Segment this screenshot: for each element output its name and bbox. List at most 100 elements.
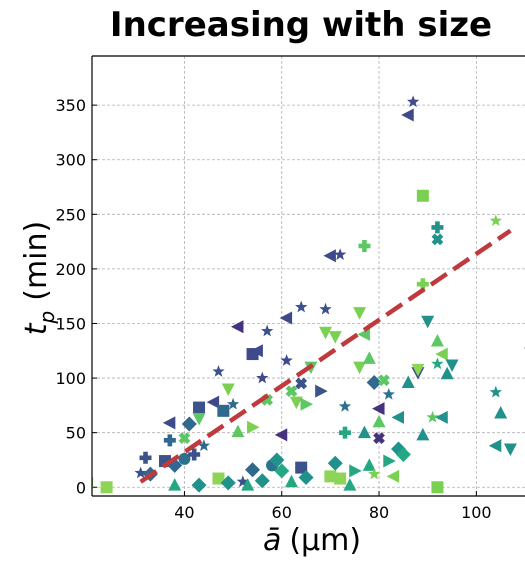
data-point-star — [236, 475, 249, 488]
data-point-tri-left — [401, 108, 414, 122]
data-point-tri-up — [401, 375, 415, 388]
y-tick-label: 250 — [55, 205, 86, 224]
data-point-tri-down — [353, 361, 367, 375]
x-axis-label-base: ā — [263, 523, 281, 558]
data-point-star — [134, 466, 147, 479]
data-point-cross-shape — [178, 432, 191, 445]
y-axis-label: tp (min) — [19, 221, 59, 335]
data-point-diamond — [181, 416, 197, 432]
data-point-cross — [285, 385, 298, 398]
data-point-tri-up — [357, 425, 371, 439]
data-points — [92, 95, 525, 494]
y-tick-label: 200 — [55, 260, 86, 279]
data-point-tri-left — [162, 416, 176, 430]
data-point-plus — [416, 278, 429, 291]
data-point-star — [212, 365, 225, 377]
data-point-cross-shape — [373, 432, 385, 445]
y-axis-ticks: 0 50 100 150 200 250 300 350 — [55, 96, 97, 497]
data-point-tri-down — [421, 315, 435, 329]
x-axis-label-unit: (μm) — [289, 523, 361, 558]
y-tick-label: 100 — [55, 369, 86, 388]
data-point-tri-up — [362, 351, 376, 364]
data-point-diamond — [298, 469, 314, 485]
data-point-star — [382, 387, 395, 400]
data-point-tri-left — [435, 347, 448, 361]
data-point-star — [280, 354, 293, 366]
data-point-cross-shape — [295, 377, 308, 390]
data-point-tri-up — [231, 424, 245, 438]
data-point-star — [406, 95, 420, 108]
data-point-cross — [178, 432, 191, 445]
data-point-square — [295, 461, 308, 474]
data-point-tri-right — [300, 397, 314, 411]
data-point-tri-down — [192, 412, 206, 426]
data-point-star — [333, 248, 347, 260]
y-tick-label: 50 — [66, 424, 86, 443]
data-point-plus — [163, 434, 176, 447]
data-point-tri-right — [315, 384, 328, 398]
data-point-cross — [295, 377, 308, 390]
data-point-tri-up — [494, 406, 508, 419]
data-point-star — [489, 214, 502, 227]
data-point-star — [489, 385, 502, 398]
data-point-diamond — [254, 473, 270, 489]
chart-title: Increasing with size — [110, 5, 492, 45]
trend-line-group — [139, 228, 512, 484]
data-point-tri-left — [274, 428, 288, 442]
data-point-circle — [178, 452, 191, 465]
data-point-tri-left — [279, 311, 293, 325]
data-point-square — [193, 401, 206, 414]
data-point-plus — [338, 426, 351, 439]
data-point-tri-down — [411, 363, 425, 377]
y-axis-label-unit: (min) — [19, 221, 54, 301]
data-point-square — [416, 189, 429, 202]
data-point-cross-shape — [431, 233, 444, 246]
data-point-square — [217, 404, 230, 417]
data-point-tri-down — [445, 359, 459, 372]
data-point-tri-down — [221, 383, 235, 397]
data-point-star — [256, 371, 269, 384]
data-point-tri-right — [349, 464, 362, 478]
data-point-plus — [431, 221, 444, 234]
grid-lines — [92, 56, 525, 496]
y-tick-label: 300 — [55, 151, 86, 170]
data-point-square — [100, 481, 113, 494]
data-point-tri-up — [284, 474, 298, 488]
data-point-tri-left — [323, 249, 336, 263]
y-tick-label: 150 — [55, 314, 86, 333]
data-point-plus — [139, 451, 152, 464]
data-point-tri-left — [230, 320, 244, 334]
data-point-star — [226, 397, 240, 410]
data-point-tri-left — [488, 439, 502, 453]
y-axis-label-base: t — [19, 322, 54, 335]
data-point-tri-left — [386, 469, 400, 483]
data-point-tri-up — [416, 427, 430, 441]
data-point-square — [212, 472, 225, 485]
trend-line — [139, 228, 512, 484]
data-point-star — [260, 324, 274, 337]
data-point-cross — [378, 374, 390, 387]
data-point-star — [319, 302, 332, 315]
data-point-cross — [373, 432, 385, 445]
data-point-tri-up — [362, 458, 376, 471]
x-tick-label: 100 — [461, 503, 492, 522]
data-point-diamond — [327, 455, 343, 471]
data-point-cross — [431, 233, 444, 246]
data-point-tri-down — [328, 331, 342, 344]
data-point-star — [197, 439, 211, 452]
data-point-tri-up — [241, 478, 255, 491]
data-point-diamond — [269, 452, 285, 468]
x-axis-label: ā (μm) — [263, 523, 361, 558]
data-point-square — [334, 472, 347, 485]
data-point-tri-down — [289, 396, 303, 410]
data-point-tri-down — [353, 307, 367, 320]
data-point-tri-up — [440, 366, 454, 380]
y-tick-label: 0 — [76, 478, 86, 497]
data-point-tri-left — [372, 402, 385, 416]
y-tick-label: 350 — [55, 96, 86, 115]
data-point-diamond — [191, 477, 207, 493]
data-point-star — [368, 467, 381, 480]
data-point-tri-right — [383, 454, 396, 468]
data-point-tri-down — [503, 443, 517, 457]
